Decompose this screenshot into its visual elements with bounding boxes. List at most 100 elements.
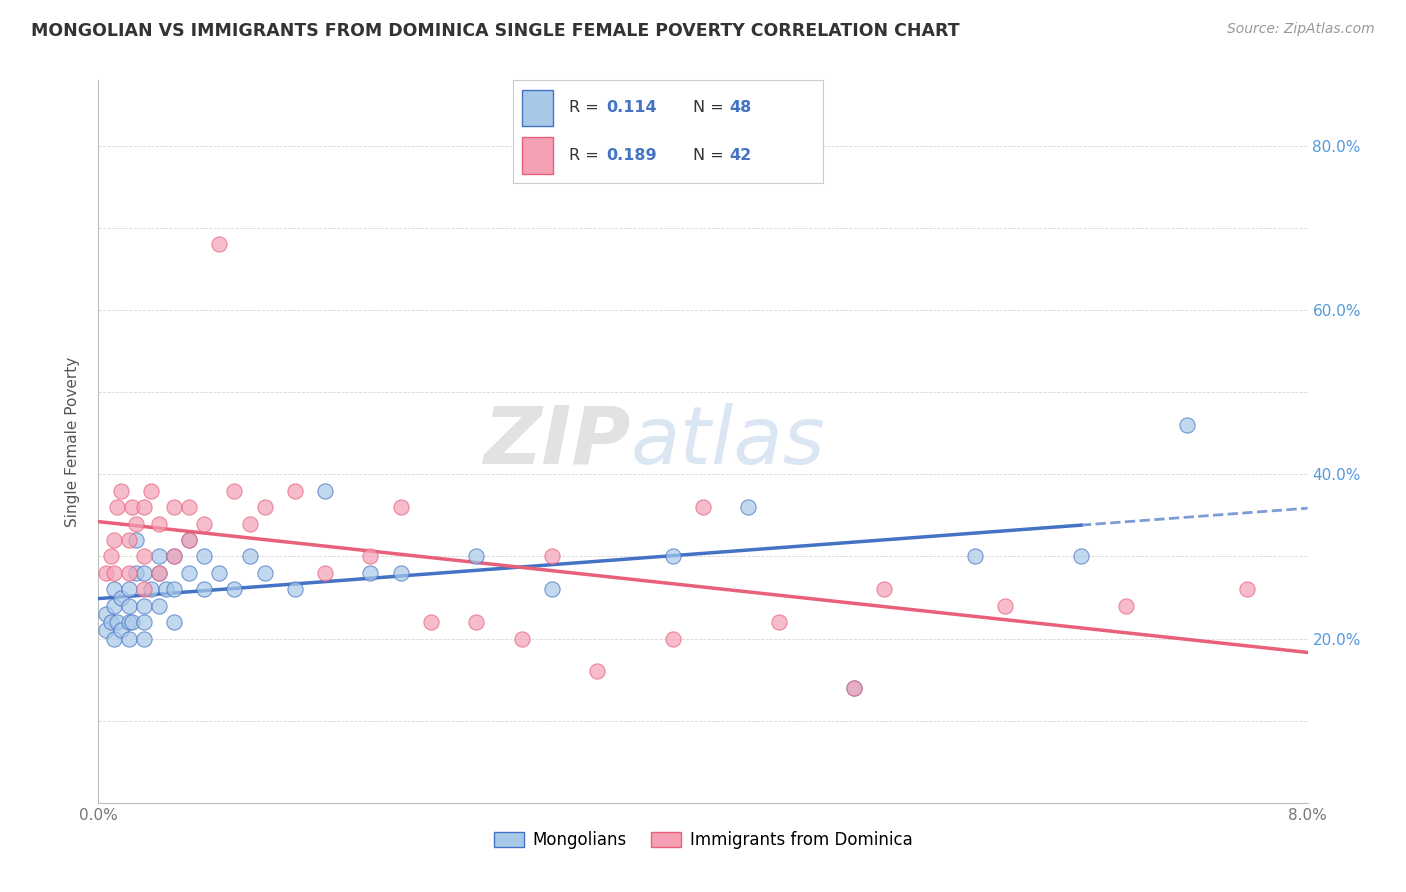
Point — [163, 549, 186, 564]
Point — [873, 582, 896, 597]
Point — [208, 237, 231, 252]
Point — [105, 500, 128, 515]
Point — [994, 599, 1017, 613]
Point — [253, 500, 276, 515]
Point — [132, 599, 155, 613]
Text: Source: ZipAtlas.com: Source: ZipAtlas.com — [1227, 22, 1375, 37]
Point — [314, 566, 336, 580]
Point — [586, 665, 609, 679]
Point — [389, 500, 412, 515]
Point — [118, 533, 141, 547]
Point — [768, 615, 790, 630]
Text: 0.189: 0.189 — [606, 148, 657, 162]
Point — [148, 566, 170, 580]
Text: R =: R = — [569, 148, 603, 162]
Point — [125, 516, 148, 531]
FancyBboxPatch shape — [523, 89, 554, 127]
Point — [179, 533, 201, 547]
Point — [118, 632, 141, 646]
Point — [661, 632, 683, 646]
Point — [110, 591, 132, 605]
Point — [103, 632, 125, 646]
Point — [1115, 599, 1137, 613]
Point — [118, 566, 141, 580]
Point — [132, 615, 155, 630]
Point — [155, 582, 177, 597]
Point — [132, 632, 155, 646]
Point — [965, 549, 987, 564]
Text: 0.114: 0.114 — [606, 101, 657, 115]
Point — [179, 566, 201, 580]
Point — [465, 615, 488, 630]
Point — [179, 533, 201, 547]
Point — [465, 549, 488, 564]
Point — [314, 483, 336, 498]
Point — [141, 582, 163, 597]
Point — [125, 533, 148, 547]
Point — [163, 615, 186, 630]
Point — [132, 582, 155, 597]
Point — [1175, 418, 1198, 433]
Point — [105, 615, 128, 630]
Point — [389, 566, 412, 580]
Point — [163, 500, 186, 515]
Text: atlas: atlas — [630, 402, 825, 481]
Point — [118, 599, 141, 613]
Point — [132, 500, 155, 515]
Point — [253, 566, 276, 580]
Point — [163, 549, 186, 564]
Point — [224, 582, 246, 597]
Point — [737, 500, 759, 515]
Point — [193, 549, 215, 564]
Point — [103, 582, 125, 597]
Point — [360, 566, 382, 580]
Point — [110, 624, 132, 638]
Point — [100, 549, 122, 564]
Point — [284, 483, 307, 498]
Text: 42: 42 — [730, 148, 752, 162]
Point — [284, 582, 307, 597]
Point — [661, 549, 683, 564]
Point — [692, 500, 714, 515]
Point — [163, 582, 186, 597]
Text: R =: R = — [569, 101, 603, 115]
Point — [121, 500, 143, 515]
Point — [103, 533, 125, 547]
Point — [148, 599, 170, 613]
Point — [118, 582, 141, 597]
Point — [844, 681, 866, 695]
Point — [208, 566, 231, 580]
FancyBboxPatch shape — [523, 136, 554, 174]
Text: ZIP: ZIP — [484, 402, 630, 481]
Point — [224, 483, 246, 498]
Point — [125, 566, 148, 580]
Point — [148, 549, 170, 564]
Y-axis label: Single Female Poverty: Single Female Poverty — [65, 357, 80, 526]
Point — [103, 599, 125, 613]
Point — [360, 549, 382, 564]
Legend: Mongolians, Immigrants from Dominica: Mongolians, Immigrants from Dominica — [486, 824, 920, 856]
Point — [118, 615, 141, 630]
Point — [420, 615, 443, 630]
Point — [132, 549, 155, 564]
Point — [94, 566, 117, 580]
Point — [510, 632, 533, 646]
Point — [132, 566, 155, 580]
Point — [1070, 549, 1092, 564]
Text: N =: N = — [693, 148, 728, 162]
Point — [540, 582, 562, 597]
Point — [148, 516, 170, 531]
Point — [121, 615, 143, 630]
Point — [239, 549, 262, 564]
Text: N =: N = — [693, 101, 728, 115]
Point — [94, 607, 117, 621]
Text: MONGOLIAN VS IMMIGRANTS FROM DOMINICA SINGLE FEMALE POVERTY CORRELATION CHART: MONGOLIAN VS IMMIGRANTS FROM DOMINICA SI… — [31, 22, 959, 40]
Point — [141, 483, 163, 498]
Point — [1236, 582, 1258, 597]
Text: 48: 48 — [730, 101, 752, 115]
Point — [148, 566, 170, 580]
Point — [94, 624, 117, 638]
Point — [844, 681, 866, 695]
Point — [110, 483, 132, 498]
Point — [540, 549, 562, 564]
